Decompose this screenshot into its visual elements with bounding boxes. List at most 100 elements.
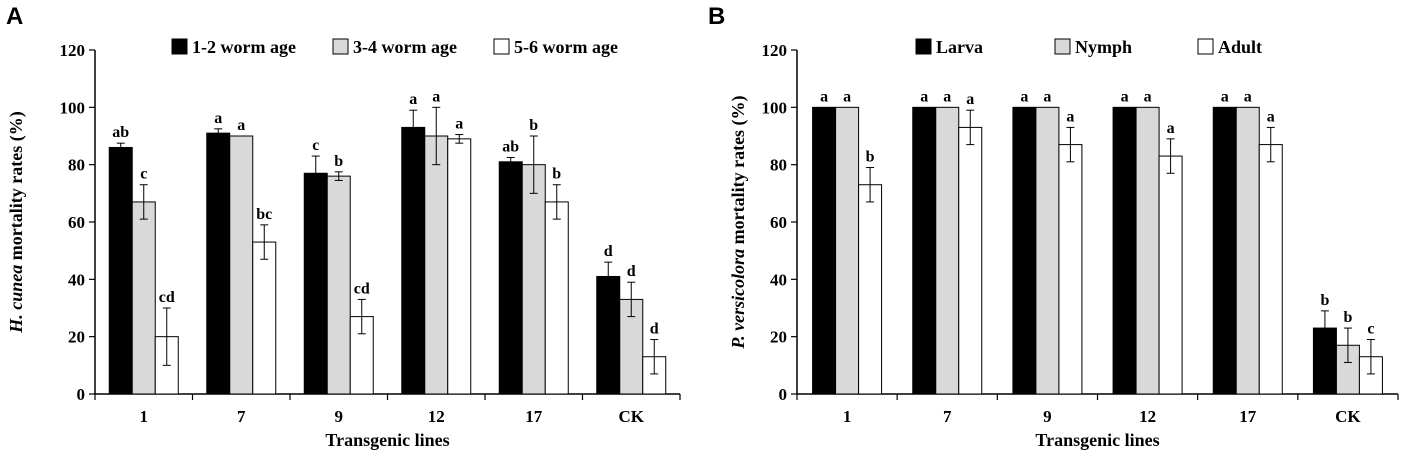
significance-label: a — [1144, 88, 1152, 105]
bar — [544, 201, 569, 395]
panel-label-b: B — [708, 3, 725, 30]
significance-label: a — [1121, 88, 1129, 105]
bar — [1235, 106, 1260, 395]
significance-label: c — [1367, 321, 1374, 338]
x-tick-label: 12 — [428, 407, 445, 426]
x-tick-label: 9 — [1043, 407, 1052, 426]
x-tick-label: 9 — [335, 407, 344, 426]
bar — [447, 138, 472, 395]
bar — [1112, 106, 1137, 395]
y-tick-label: 120 — [60, 41, 86, 60]
significance-label: b — [1320, 292, 1329, 309]
y-axis-title: H. cunea mortality rates (%) — [6, 111, 27, 333]
x-tick-label: 17 — [525, 407, 543, 426]
legend-swatch — [1054, 38, 1071, 55]
significance-label: b — [552, 166, 561, 183]
bar — [1135, 106, 1160, 395]
legend-label: Nymph — [1075, 37, 1132, 57]
bar — [326, 175, 351, 395]
significance-label: a — [820, 88, 828, 105]
significance-label: cd — [159, 289, 175, 306]
y-tick-label: 80 — [770, 156, 787, 175]
significance-label: d — [627, 263, 636, 280]
y-tick-label: 40 — [770, 270, 787, 289]
y-tick-label: 0 — [77, 385, 86, 404]
x-axis-title: Transgenic lines — [1035, 430, 1159, 450]
significance-label: a — [943, 88, 951, 105]
y-axis-title-rest: mortality rates (%) — [6, 111, 27, 264]
bar — [1035, 106, 1060, 395]
x-axis-title: Transgenic lines — [325, 430, 449, 450]
y-axis-title-rest: mortality rates (%) — [728, 95, 749, 248]
bar — [912, 106, 937, 395]
significance-label: b — [529, 117, 538, 134]
y-axis-title: P. versicolora mortality rates (%) — [728, 95, 749, 349]
legend-label: 1-2 worm age — [192, 37, 296, 57]
significance-label: bc — [256, 206, 272, 223]
bar — [858, 184, 883, 395]
significance-label: a — [1267, 108, 1275, 125]
significance-label: a — [843, 88, 851, 105]
significance-label: a — [237, 117, 245, 134]
bar — [812, 106, 837, 395]
significance-label: b — [866, 149, 875, 166]
legend-swatch — [915, 38, 932, 55]
significance-label: a — [1066, 108, 1074, 125]
y-tick-label: 80 — [68, 156, 85, 175]
x-tick-label: 12 — [1139, 407, 1156, 426]
bar — [131, 201, 156, 395]
legend-label: 5-6 worm age — [514, 37, 618, 57]
bar — [206, 132, 231, 395]
bar — [424, 135, 449, 395]
x-tick-label: 17 — [1239, 407, 1257, 426]
x-tick-label: 7 — [943, 407, 952, 426]
significance-label: a — [409, 91, 417, 108]
bar — [1012, 106, 1037, 395]
bar — [303, 172, 328, 395]
significance-label: a — [1020, 88, 1028, 105]
significance-label: b — [1343, 309, 1352, 326]
bar — [1258, 144, 1283, 395]
significance-label: ab — [502, 139, 519, 156]
legend-swatch — [493, 38, 510, 55]
significance-label: a — [966, 91, 974, 108]
y-tick-label: 0 — [779, 385, 788, 404]
y-tick-label: 20 — [68, 328, 85, 347]
bar — [958, 126, 983, 395]
y-tick-label: 20 — [770, 328, 787, 347]
significance-label: c — [140, 166, 147, 183]
x-tick-label: CK — [619, 407, 645, 426]
legend-swatch — [171, 38, 188, 55]
significance-label: ab — [112, 124, 129, 141]
bar — [1158, 155, 1183, 395]
bar — [498, 161, 523, 395]
y-tick-label: 120 — [762, 41, 788, 60]
x-tick-label: 1 — [140, 407, 149, 426]
bar — [935, 106, 960, 395]
bar — [1212, 106, 1237, 395]
significance-label: a — [432, 88, 440, 105]
significance-label: a — [214, 110, 222, 127]
y-tick-label: 100 — [60, 98, 86, 117]
legend-label: 3-4 worm age — [353, 37, 457, 57]
bar — [229, 135, 254, 395]
significance-label: a — [1167, 120, 1175, 137]
x-tick-label: CK — [1335, 407, 1361, 426]
y-tick-label: 40 — [68, 270, 85, 289]
legend-swatch — [1197, 38, 1214, 55]
bar — [108, 146, 133, 395]
y-axis-title-italic: P. versicolora — [728, 249, 748, 350]
significance-label: a — [1221, 88, 1229, 105]
bar — [401, 126, 426, 395]
legend-label: Adult — [1218, 37, 1262, 57]
bar — [1058, 144, 1083, 395]
legend-swatch — [332, 38, 349, 55]
panel-label-a: A — [6, 3, 23, 30]
significance-label: b — [334, 153, 343, 170]
bar — [521, 164, 546, 395]
y-tick-label: 100 — [762, 98, 788, 117]
significance-label: a — [1043, 88, 1051, 105]
significance-label: d — [604, 243, 613, 260]
